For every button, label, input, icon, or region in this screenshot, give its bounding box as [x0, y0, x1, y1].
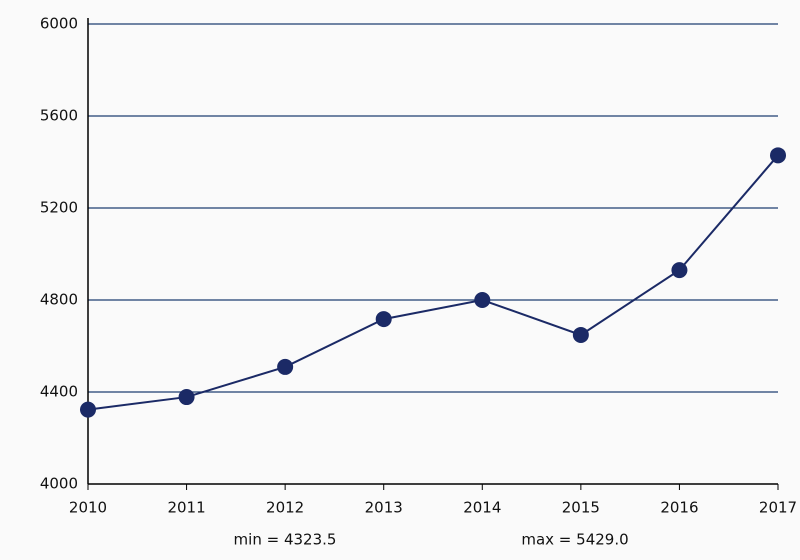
x-tick-label: 2014: [463, 499, 501, 517]
min-annotation: min = 4323.5: [234, 531, 337, 549]
y-tick-label: 4800: [40, 291, 78, 309]
data-point: [80, 401, 96, 418]
x-tick-label: 2010: [69, 499, 107, 517]
data-point: [375, 311, 392, 328]
data-point: [671, 262, 688, 279]
max-annotation: max = 5429.0: [521, 531, 628, 549]
y-tick-label: 4400: [40, 383, 78, 401]
data-point: [770, 147, 786, 164]
y-tick-label: 5200: [40, 199, 78, 217]
y-tick-label: 6000: [40, 15, 78, 33]
data-line: [87, 154, 779, 411]
x-tick-label: 2017: [759, 499, 797, 517]
x-tick-label: 2013: [365, 499, 403, 517]
y-tick-label: 4000: [40, 475, 78, 493]
data-point: [474, 292, 491, 308]
data-point: [277, 358, 294, 375]
x-tick-label: 2015: [562, 499, 600, 517]
y-tick-label: 5600: [40, 107, 78, 125]
data-point: [572, 326, 589, 343]
x-tick-label: 2012: [266, 499, 304, 517]
data-point: [178, 389, 195, 406]
x-tick-label: 2016: [660, 499, 698, 517]
x-tick-label: 2011: [167, 499, 205, 517]
